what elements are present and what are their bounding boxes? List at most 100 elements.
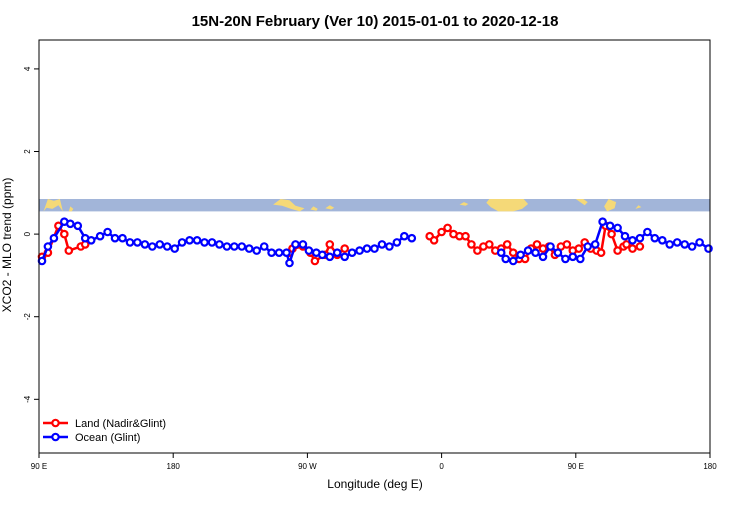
series-1-point-0-26 [230, 242, 239, 251]
x-tick-label-4: 90 E [568, 462, 584, 471]
series-1-point-0-47 [377, 240, 387, 249]
series-layer [37, 217, 713, 268]
series-0-point-2-1 [429, 236, 439, 245]
legend: Land (Nadir&Glint) Ocean (Glint) [43, 418, 166, 444]
series-1-point-1-25 [680, 240, 690, 249]
series-1-point-0-21 [192, 236, 202, 245]
series-0-point-2-10 [484, 240, 494, 249]
series-0-point-2-18 [532, 240, 542, 249]
series-1-point-1-2 [508, 256, 518, 266]
series-1-point-0-29 [252, 246, 262, 255]
series-1-point-1-6 [538, 252, 548, 262]
series-1-point-0-27 [237, 242, 247, 251]
map-strip [39, 199, 710, 212]
series-1-point-1-12 [583, 242, 593, 251]
series-1-point-1-1 [501, 254, 511, 264]
series-1-point-0-35 [291, 240, 300, 249]
y-tick-label-2: 0 [23, 231, 32, 236]
series-1-point-0-7 [86, 236, 96, 245]
series-1-point-1-22 [657, 236, 667, 245]
map-land-7 [575, 199, 588, 206]
series-1-point-0-23 [207, 238, 217, 247]
series-1-point-1-4 [523, 246, 533, 255]
series-1-point-0-14 [140, 240, 150, 249]
x-tick-label-0: 90 E [31, 462, 47, 471]
x-axis-label: Longitude (deg E) [327, 477, 422, 491]
series-1-point-0-8 [95, 231, 105, 241]
series-1-point-0-30 [259, 242, 269, 251]
series-1-point-1-24 [672, 238, 682, 247]
map-land-8 [604, 199, 617, 212]
series-1-point-0-16 [155, 240, 165, 249]
series-1-point-0-49 [392, 238, 402, 247]
series-1-point-0-36 [298, 240, 308, 249]
series-0-point-2-32 [613, 246, 622, 255]
series-1-point-1-27 [695, 238, 704, 247]
series-0-point-2-7 [467, 240, 476, 249]
series-1-point-0-31 [267, 248, 276, 258]
series-1-point-1-8 [553, 248, 563, 258]
series-1-point-0-11 [118, 233, 127, 243]
series-1-point-0-19 [177, 238, 187, 247]
series-1-point-1-11 [575, 254, 585, 264]
series-1-point-0-5 [73, 221, 83, 231]
series-1-point-0-48 [385, 242, 394, 251]
legend-marker-1 [51, 432, 60, 442]
series-0-point-0-3 [60, 229, 69, 239]
series-0-point-2-25 [574, 244, 584, 253]
series-1-point-0-25 [222, 242, 232, 251]
series-1-point-0-22 [200, 238, 209, 247]
series-1-point-0-15 [148, 242, 157, 251]
series-1-point-0-0 [37, 256, 47, 266]
series-0-point-2-2 [437, 227, 446, 237]
series-1-point-1-17 [620, 231, 630, 241]
y-tick-label-3: 2 [23, 149, 32, 154]
series-0-point-0-4 [64, 246, 74, 255]
map-ocean [39, 199, 710, 212]
series-0-point-2-35 [628, 244, 637, 253]
series-1-point-0-44 [355, 246, 364, 255]
series-1-point-0-1 [43, 242, 53, 251]
series-1-point-0-39 [317, 250, 327, 260]
chart-title: 15N-20N February (Ver 10) 2015-01-01 to … [192, 13, 559, 30]
series-0-point-1-6 [325, 240, 335, 249]
series-1-point-0-46 [370, 244, 379, 253]
y-tick-label-1: -2 [23, 313, 32, 321]
series-0-point-2-29 [596, 248, 606, 258]
series-1-point-0-33 [282, 248, 291, 258]
x-tick-label-1: 180 [167, 462, 181, 471]
series-0-point-2-14 [508, 248, 518, 258]
series-1 [37, 217, 713, 268]
series-1-point-0-51 [407, 233, 417, 243]
series-1-point-1-20 [643, 227, 652, 237]
series-1-point-0-4 [66, 219, 75, 229]
series-1-point-1-5 [531, 248, 540, 258]
series-1-point-0-41 [332, 248, 342, 258]
series-0-point-2-8 [473, 246, 482, 255]
series-1-point-1-7 [546, 242, 555, 251]
series-1-point-0-18 [170, 244, 180, 253]
series-1-point-0-50 [399, 231, 409, 241]
series-1-point-0-24 [215, 240, 224, 249]
map-land-2 [273, 199, 305, 212]
plot-frame [38, 39, 711, 454]
series-1-point-0-43 [347, 248, 357, 258]
map-land-9 [635, 205, 642, 209]
series-1-point-1-10 [568, 252, 578, 262]
series-1-point-1-28 [704, 244, 713, 253]
series-1-point-1-19 [635, 233, 645, 243]
series-0-point-1-4 [310, 256, 320, 266]
series-1-point-0-10 [110, 233, 120, 243]
series-1-point-1-3 [516, 250, 525, 260]
legend-marker-0 [51, 418, 60, 428]
series-1-point-1-9 [561, 254, 570, 264]
series-1-point-1-21 [650, 233, 660, 243]
series-1-point-0-12 [125, 238, 135, 247]
series-1-point-0-13 [133, 238, 142, 247]
map-land-0 [43, 199, 63, 212]
series-0-point-1-8 [340, 244, 350, 253]
series-0-point-2-36 [635, 242, 645, 251]
map-land-6 [459, 202, 469, 206]
legend-label-1: Ocean (Glint) [75, 432, 140, 444]
